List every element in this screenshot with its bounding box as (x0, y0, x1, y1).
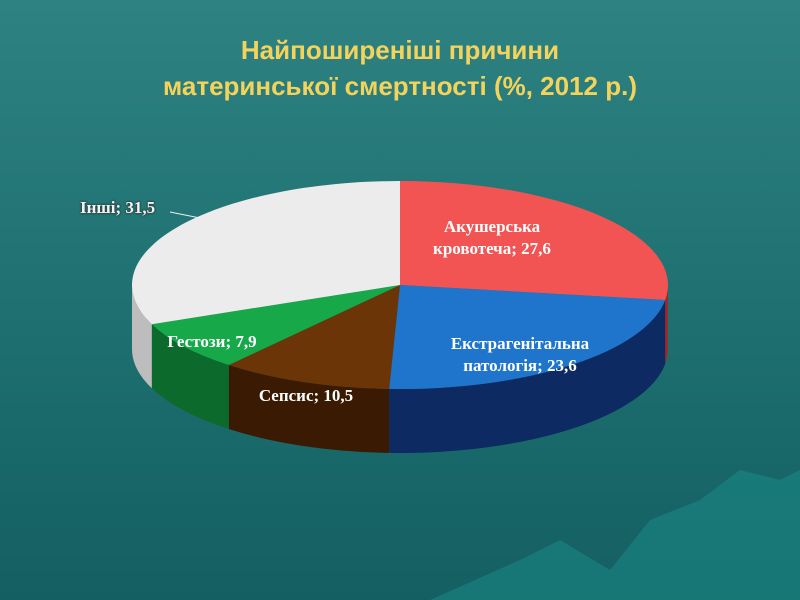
decor-mountain (430, 470, 800, 600)
slice-side (132, 285, 152, 389)
pie (132, 180, 669, 454)
slice-side (228, 365, 390, 453)
data-label: Сепсис; 10,5 (258, 386, 354, 405)
leader-line (169, 211, 201, 219)
data-label: Екстрагенітальна патологія; 23,6 (450, 334, 590, 375)
chart-title: Найпоширеніші причини материнської смерт… (162, 35, 637, 101)
data-label: Акушерська кровотеча; 27,6 (433, 217, 551, 258)
data-label: Інші; 31,5 (80, 198, 156, 217)
slice-side (389, 299, 666, 454)
slice-side (665, 285, 668, 364)
slice (400, 180, 669, 300)
data-label: Гестози; 7,9 (167, 332, 257, 351)
slice (228, 285, 400, 389)
slice-side (151, 324, 229, 430)
slice (132, 181, 400, 325)
slice (151, 285, 400, 366)
slice (389, 285, 666, 390)
